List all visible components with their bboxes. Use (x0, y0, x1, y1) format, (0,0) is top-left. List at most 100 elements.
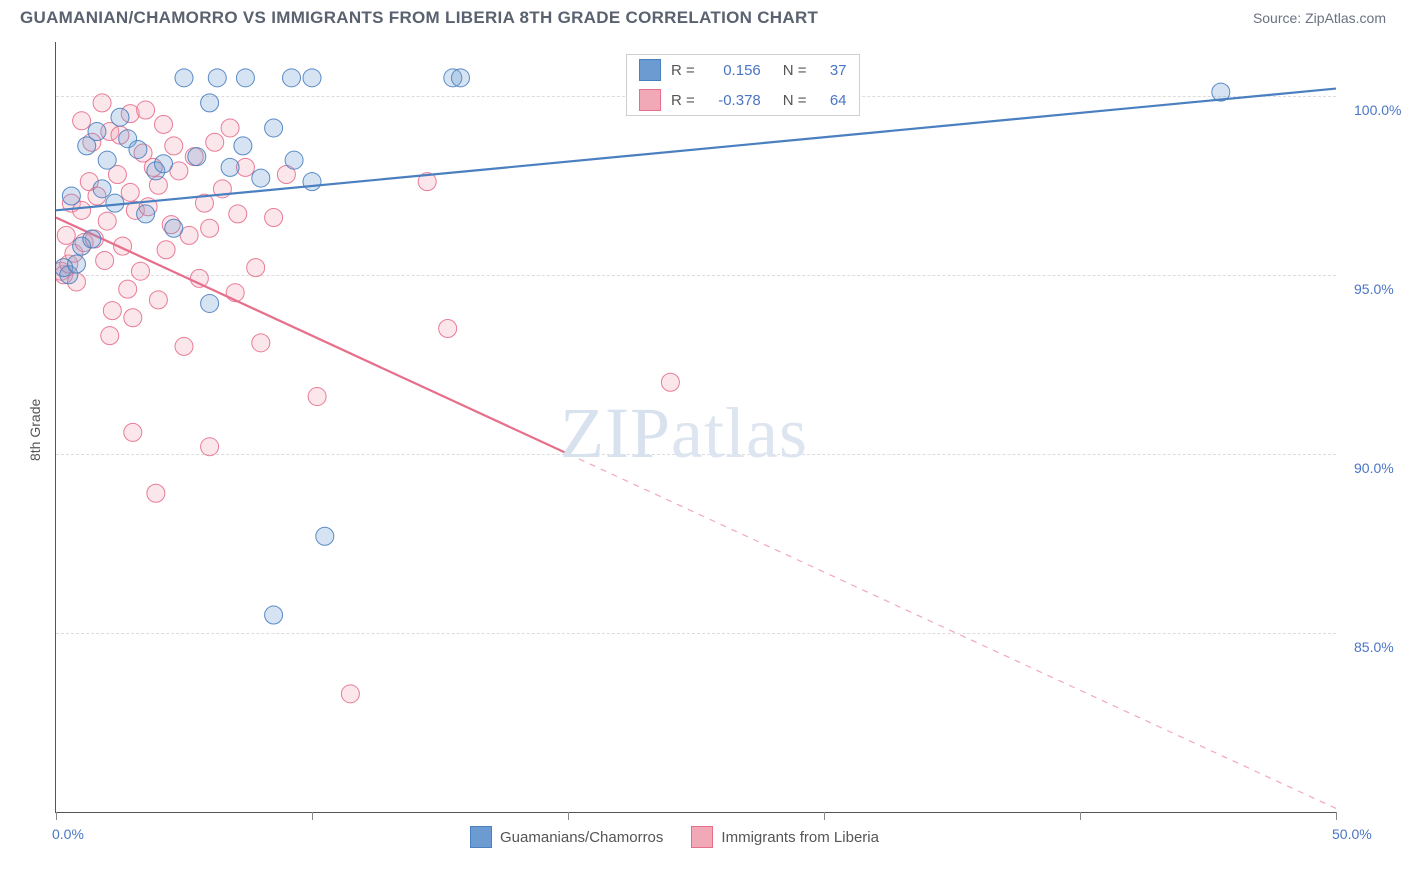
scatter-point-a (165, 219, 183, 237)
scatter-point-b (252, 334, 270, 352)
plot-wrap: 85.0% 90.0% 95.0% 100.0% 0.0% 50.0% R =0.156N … (0, 32, 1406, 862)
y-axis-label: 8th Grade (27, 399, 43, 461)
y-tick-label: 95.0% (1354, 281, 1394, 297)
scatter-point-a (111, 108, 129, 126)
chart-header: GUAMANIAN/CHAMORRO VS IMMIGRANTS FROM LI… (0, 0, 1406, 32)
scatter-point-b (73, 112, 91, 130)
scatter-point-a (285, 151, 303, 169)
legend-label-b: Immigrants from Liberia (721, 829, 879, 846)
stats-n-value: 37 (817, 62, 847, 79)
stats-r-value: -0.378 (705, 92, 761, 109)
legend-item-a: Guamanians/Chamorros (470, 826, 663, 848)
scatter-point-a (265, 119, 283, 137)
scatter-point-a (252, 169, 270, 187)
x-tick (312, 812, 313, 820)
source-name: ZipAtlas.com (1305, 10, 1386, 26)
legend-swatch-a (470, 826, 492, 848)
scatter-point-b (229, 205, 247, 223)
legend-swatch-b (691, 826, 713, 848)
scatter-point-a (283, 69, 301, 87)
chart-source: Source: ZipAtlas.com (1253, 10, 1386, 26)
scatter-point-b (119, 280, 137, 298)
watermark-bold: ZIP (560, 393, 671, 473)
scatter-point-a (93, 180, 111, 198)
y-tick-label: 90.0% (1354, 460, 1394, 476)
scatter-point-b (124, 423, 142, 441)
source-prefix: Source: (1253, 10, 1305, 26)
x-tick (568, 812, 569, 820)
scatter-point-b (96, 251, 114, 269)
scatter-point-b (101, 327, 119, 345)
scatter-point-a (175, 69, 193, 87)
scatter-point-b (247, 259, 265, 277)
scatter-point-a (201, 294, 219, 312)
x-tick (56, 812, 57, 820)
scatter-point-a (316, 527, 334, 545)
scatter-point-b (661, 373, 679, 391)
scatter-point-b (131, 262, 149, 280)
scatter-point-a (201, 94, 219, 112)
scatter-point-a (221, 158, 239, 176)
scatter-point-a (208, 69, 226, 87)
trend-line-dashed-b (568, 454, 1336, 809)
scatter-point-a (67, 255, 85, 273)
scatter-point-b (175, 337, 193, 355)
scatter-point-a (234, 137, 252, 155)
scatter-point-a (451, 69, 469, 87)
legend-item-b: Immigrants from Liberia (691, 826, 879, 848)
scatter-point-a (62, 187, 80, 205)
scatter-point-a (188, 148, 206, 166)
x-tick (824, 812, 825, 820)
watermark-thin: atlas (671, 393, 808, 473)
scatter-point-a (155, 155, 173, 173)
scatter-point-b (439, 320, 457, 338)
scatter-point-a (236, 69, 254, 87)
scatter-point-b (265, 208, 283, 226)
scatter-point-a (83, 230, 101, 248)
x-tick (1080, 812, 1081, 820)
scatter-point-b (121, 183, 139, 201)
scatter-point-b (221, 119, 239, 137)
stats-n-value: 64 (817, 92, 847, 109)
scatter-point-b (155, 115, 173, 133)
watermark: ZIPatlas (560, 392, 808, 475)
scatter-point-b (157, 241, 175, 259)
scatter-point-a (137, 205, 155, 223)
scatter-point-a (265, 606, 283, 624)
scatter-point-b (201, 219, 219, 237)
stats-swatch (639, 59, 661, 81)
scatter-point-b (147, 484, 165, 502)
scatter-point-b (341, 685, 359, 703)
scatter-point-a (303, 69, 321, 87)
scatter-point-b (165, 137, 183, 155)
scatter-point-b (206, 133, 224, 151)
legend-label-a: Guamanians/Chamorros (500, 829, 663, 846)
x-tick-label: 0.0% (52, 826, 84, 842)
scatter-point-b (137, 101, 155, 119)
x-tick (1336, 812, 1337, 820)
stats-row-b: R =-0.378N =64 (627, 85, 859, 115)
scatter-point-b (201, 438, 219, 456)
stats-r-value: 0.156 (705, 62, 761, 79)
scatter-point-b (149, 291, 167, 309)
scatter-point-b (226, 284, 244, 302)
trend-line-b (56, 217, 568, 453)
scatter-point-a (303, 173, 321, 191)
scatter-point-b (57, 226, 75, 244)
chart-title: GUAMANIAN/CHAMORRO VS IMMIGRANTS FROM LI… (20, 8, 818, 28)
scatter-point-a (98, 151, 116, 169)
scatter-point-b (308, 388, 326, 406)
stats-box: R =0.156N =37R =-0.378N =64 (626, 54, 860, 116)
stats-row-a: R =0.156N =37 (627, 55, 859, 85)
scatter-point-a (88, 123, 106, 141)
y-tick-label: 85.0% (1354, 639, 1394, 655)
scatter-point-a (129, 140, 147, 158)
stats-swatch (639, 89, 661, 111)
scatter-point-b (124, 309, 142, 327)
scatter-point-b (103, 302, 121, 320)
x-tick-label: 50.0% (1332, 826, 1372, 842)
scatter-point-b (98, 212, 116, 230)
scatter-point-b (93, 94, 111, 112)
legend-bottom: Guamanians/Chamorros Immigrants from Lib… (470, 826, 879, 848)
y-tick-label: 100.0% (1354, 102, 1401, 118)
